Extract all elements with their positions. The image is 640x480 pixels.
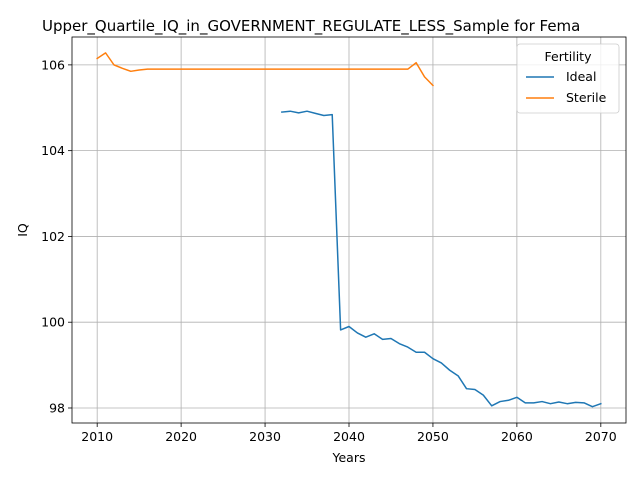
x-tick-label: 2050 (417, 429, 449, 444)
x-tick-label: 2020 (165, 429, 197, 444)
y-tick-label: 104 (41, 143, 65, 158)
x-tick-label: 2040 (333, 429, 365, 444)
series-line-ideal (282, 111, 601, 407)
x-axis-label: Years (332, 450, 366, 465)
y-axis-label: IQ (15, 223, 30, 237)
x-tick-label: 2070 (585, 429, 617, 444)
chart-title: Upper_Quartile_IQ_in_GOVERNMENT_REGULATE… (42, 17, 580, 36)
x-tick-label: 2010 (81, 429, 113, 444)
y-tick-label: 106 (41, 57, 65, 72)
x-axis-ticks: 2010 2020 2030 2040 2050 2060 2070 (81, 423, 616, 444)
legend: Fertility Ideal Sterile (517, 44, 619, 113)
legend-title: Fertility (545, 49, 593, 64)
x-tick-label: 2060 (501, 429, 533, 444)
y-tick-label: 98 (49, 400, 65, 415)
legend-label-sterile: Sterile (566, 90, 607, 105)
y-tick-label: 102 (41, 229, 65, 244)
x-tick-label: 2030 (249, 429, 281, 444)
y-axis-ticks: 98 100 102 104 106 (41, 57, 72, 415)
legend-label-ideal: Ideal (566, 69, 596, 84)
y-tick-label: 100 (41, 315, 65, 330)
